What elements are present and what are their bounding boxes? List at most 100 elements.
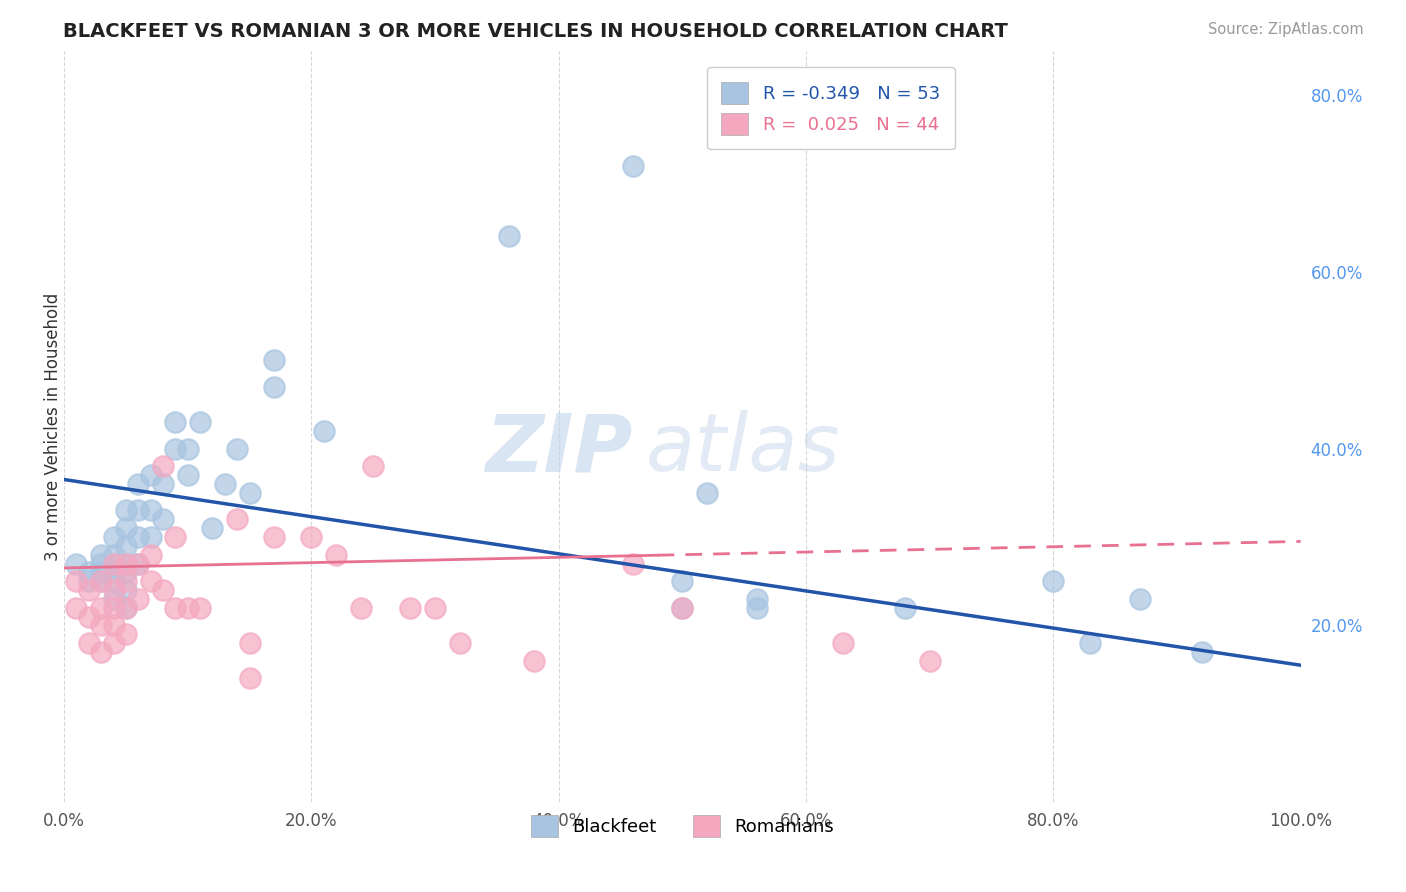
Point [139,548,162,562]
Point [127,557,149,571]
Text: ZIP: ZIP [485,410,633,488]
Point [621,557,644,571]
Point [423,600,446,615]
Point [165,530,187,544]
Point [263,380,285,394]
Point [671,600,693,615]
Point [621,159,644,173]
Point [312,424,335,438]
Point [90,548,112,562]
Point [103,557,125,571]
Point [177,600,200,615]
Point [165,442,187,456]
Point [238,636,260,650]
Point [696,485,718,500]
Point [77,609,100,624]
Point [1191,645,1213,659]
Point [115,566,138,580]
Point [263,530,285,544]
Point [165,415,187,429]
Point [90,574,112,589]
Point [103,582,125,597]
Point [299,530,322,544]
Point [498,229,520,244]
Point [1042,574,1064,589]
Point [177,468,200,483]
Point [77,566,100,580]
Point [90,566,112,580]
Point [361,459,384,474]
Point [1080,636,1102,650]
Point [103,530,125,544]
Point [103,566,125,580]
Point [90,600,112,615]
Point [894,600,917,615]
Point [103,591,125,606]
Point [115,627,138,641]
Point [350,600,373,615]
Point [115,582,138,597]
Point [152,512,174,526]
Point [115,600,138,615]
Point [115,557,138,571]
Point [832,636,855,650]
Point [103,548,125,562]
Point [214,477,236,491]
Point [139,468,162,483]
Point [115,557,138,571]
Point [127,530,149,544]
Point [127,503,149,517]
Point [399,600,422,615]
Point [90,557,112,571]
Point [671,600,693,615]
Point [103,636,125,650]
Point [165,600,187,615]
Point [103,574,125,589]
Point [115,521,138,535]
Point [226,442,249,456]
Point [152,477,174,491]
Point [90,618,112,632]
Point [226,512,249,526]
Point [325,548,347,562]
Point [188,600,211,615]
Point [449,636,471,650]
Point [127,591,149,606]
Point [90,645,112,659]
Point [201,521,224,535]
Point [103,557,125,571]
Point [745,600,768,615]
Point [115,600,138,615]
Text: BLACKFEET VS ROMANIAN 3 OR MORE VEHICLES IN HOUSEHOLD CORRELATION CHART: BLACKFEET VS ROMANIAN 3 OR MORE VEHICLES… [63,22,1008,41]
Point [152,459,174,474]
Point [671,574,693,589]
Point [127,557,149,571]
Point [90,574,112,589]
Point [139,530,162,544]
Point [263,353,285,368]
Point [238,485,260,500]
Text: Source: ZipAtlas.com: Source: ZipAtlas.com [1208,22,1364,37]
Point [238,672,260,686]
Point [103,600,125,615]
Text: atlas: atlas [645,410,839,488]
Point [188,415,211,429]
Point [177,442,200,456]
Point [65,600,87,615]
Point [115,503,138,517]
Point [115,539,138,553]
Point [523,654,546,668]
Point [127,477,149,491]
Point [745,591,768,606]
Point [139,574,162,589]
Point [918,654,941,668]
Point [77,574,100,589]
Point [103,618,125,632]
Point [65,574,87,589]
Point [152,582,174,597]
Legend: Blackfeet, Romanians: Blackfeet, Romanians [522,805,844,846]
Y-axis label: 3 or more Vehicles in Household: 3 or more Vehicles in Household [44,293,62,560]
Point [1129,591,1152,606]
Point [65,557,87,571]
Point [77,636,100,650]
